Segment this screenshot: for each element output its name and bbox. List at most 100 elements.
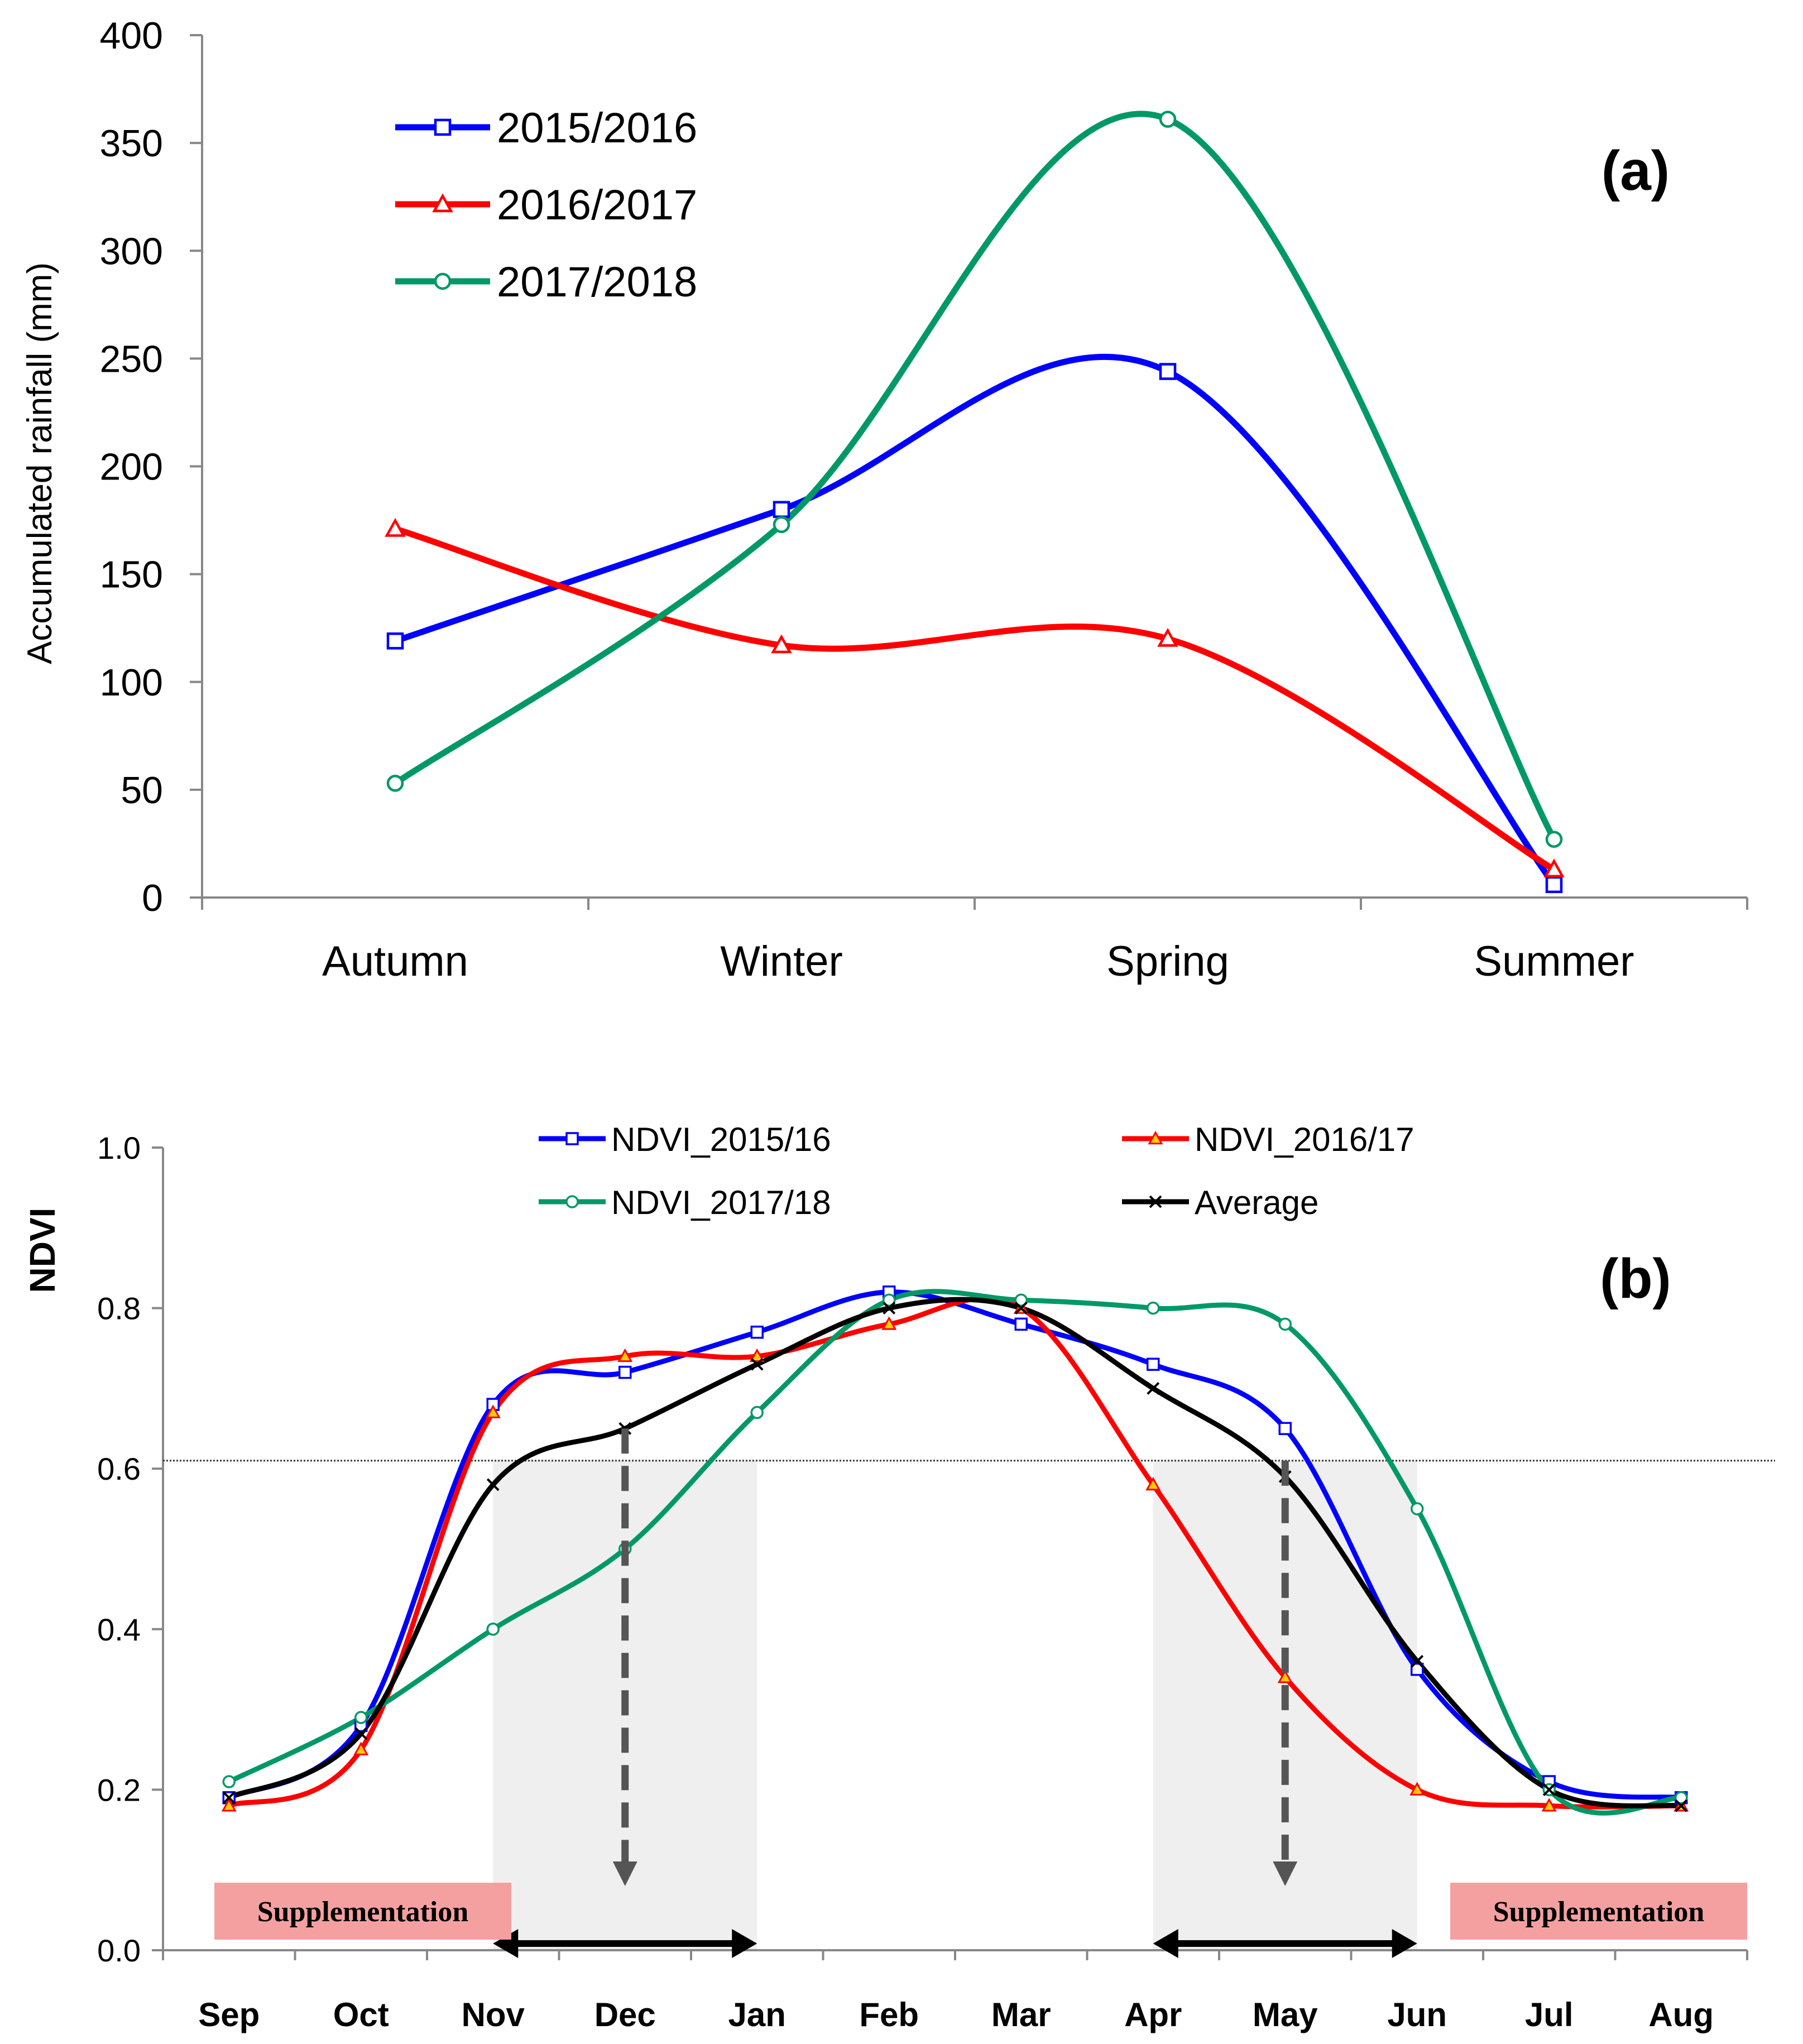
data-point-ndvi-2016-17	[617, 1348, 633, 1362]
period-span-arrow-head-right	[732, 1929, 757, 1958]
data-point-average	[222, 1791, 236, 1805]
data-point-ndvi-2015-16	[1411, 1662, 1424, 1676]
ndvi-shaded-periods	[493, 1460, 1417, 1950]
data-point-ndvi-2016-17	[1541, 1798, 1557, 1812]
data-point-ndvi-2017-18	[1147, 1301, 1160, 1315]
data-point-2017-2018	[1159, 111, 1177, 128]
data-point-average	[1014, 1302, 1028, 1315]
series-line-2015-2016	[392, 353, 1557, 888]
y-tick-label: 400	[100, 15, 163, 57]
ndvi-period-arrows	[493, 1428, 1417, 1958]
y-axis-title-ndvi: NDVI	[22, 1208, 63, 1293]
y-tick-label: 0	[142, 877, 163, 919]
data-point-ndvi-2017-18	[1411, 1502, 1424, 1515]
data-point-2015-2016	[1545, 876, 1563, 894]
x-tick-label-jul: Jul	[1525, 1996, 1574, 2033]
legend-label-average: Average	[1195, 1184, 1318, 1221]
supplementation-boxes: Supplementation Supplementation	[214, 1883, 1747, 1940]
supplementation-label: Supplementation	[257, 1896, 469, 1928]
data-point-ndvi-2017-18	[750, 1405, 764, 1419]
x-tick-label-summer: Summer	[1474, 938, 1634, 985]
data-point-2017-2018	[773, 516, 790, 534]
x-tick-label-jun: Jun	[1387, 1996, 1447, 2033]
y-tick-label: 1.0	[97, 1130, 141, 1165]
legend-marker-ndvi-2015-16	[565, 1132, 579, 1145]
legend-marker-2015-2016	[434, 118, 452, 136]
x-tick-label-may: May	[1253, 1996, 1318, 2033]
x-tick-label-feb: Feb	[859, 1996, 919, 2033]
x-tick-label-apr: Apr	[1124, 1996, 1182, 2033]
data-point-ndvi-2015-16	[750, 1325, 764, 1339]
data-point-ndvi-2016-17	[221, 1798, 237, 1812]
y-axis-title-rainfall: Accumulated rainfall (mm)	[21, 262, 59, 664]
x-tick-label-aug: Aug	[1648, 1996, 1714, 2033]
data-point-2015-2016	[773, 501, 790, 519]
data-point-average	[1147, 1381, 1160, 1395]
data-point-ndvi-2015-16	[1147, 1357, 1160, 1371]
y-tick-label: 0.6	[97, 1451, 141, 1486]
period-span-arrow-head-right	[1392, 1929, 1417, 1958]
dashed-arrow-head-may	[1273, 1861, 1298, 1886]
data-point-average	[750, 1357, 764, 1371]
data-point-2017-2018	[1545, 831, 1563, 848]
data-point-2015-2016	[386, 632, 404, 650]
supplementation-box	[1450, 1883, 1747, 1940]
supplementation-label: Supplementation	[1493, 1896, 1705, 1928]
series-line-ndvi-2015-16	[226, 1289, 1684, 1801]
y-tick-label: 150	[100, 554, 163, 596]
data-point-2017-2018	[386, 775, 404, 792]
data-point-2015-2016	[1159, 363, 1177, 380]
y-tick-label: 0.4	[97, 1612, 141, 1647]
y-tick-label: 300	[100, 230, 163, 272]
x-tick-label-winter: Winter	[720, 938, 843, 985]
legend-marker-average	[1149, 1195, 1162, 1208]
x-tick-label-oct: Oct	[333, 1996, 389, 2033]
period-span-arrow-head-left	[493, 1929, 519, 1958]
data-point-ndvi-2016-17	[485, 1404, 501, 1418]
supplementation-box	[214, 1883, 511, 1940]
series-line-ndvi-2016-17	[226, 1296, 1684, 1810]
data-point-average	[1411, 1654, 1424, 1668]
data-point-average	[883, 1302, 896, 1315]
x-tick-label-jan: Jan	[728, 1996, 786, 2033]
data-point-2016-2017	[385, 517, 406, 537]
data-point-ndvi-2016-17	[1409, 1782, 1425, 1796]
ndvi-axes	[152, 1146, 1775, 1960]
ndvi-chart-panel: (b) NDVI 0.0 0.2 0.4 0.6 0.8 1.0 Sep Oct Nov Dec J…	[22, 1121, 1775, 2033]
data-point-ndvi-2017-18	[486, 1623, 500, 1636]
legend-label-ndvi-2016-17: NDVI_2016/17	[1195, 1121, 1414, 1158]
data-point-average	[354, 1727, 368, 1740]
data-point-ndvi-2016-17	[749, 1348, 765, 1362]
series-line-2017-2018	[392, 111, 1557, 843]
panel-label-a: (a)	[1601, 140, 1670, 202]
y-tick-label: 350	[100, 122, 163, 165]
data-point-ndvi-2016-17	[1145, 1476, 1161, 1491]
ndvi-legend: NDVI_2015/16 NDVI_2016/17 NDVI_2017/18 Aver…	[539, 1121, 1414, 1221]
y-tick-label: 250	[100, 338, 163, 380]
data-point-ndvi-2017-18	[1278, 1317, 1292, 1331]
rainfall-tick-labels: 0 50 100 150 200 250 300 350 400 Autumn Winter Spri…	[100, 15, 1634, 985]
legend-label-ndvi-2017-18: NDVI_2017/18	[611, 1184, 831, 1221]
data-point-average	[1675, 1799, 1688, 1812]
x-tick-label-autumn: Autumn	[322, 938, 468, 985]
y-tick-label: 0.8	[97, 1291, 141, 1326]
y-tick-label: 100	[100, 661, 163, 704]
data-point-ndvi-2016-17	[353, 1741, 369, 1755]
legend-label-2015-2016: 2015/2016	[497, 104, 697, 152]
y-tick-label: 0.0	[97, 1933, 141, 1968]
y-tick-label: 0.2	[97, 1772, 141, 1807]
data-point-ndvi-2017-18	[222, 1775, 236, 1788]
legend-marker-2017-2018	[434, 272, 452, 290]
data-point-ndvi-2015-16	[1014, 1317, 1028, 1331]
x-tick-label-nov: Nov	[462, 1996, 525, 2033]
data-point-ndvi-2017-18	[1675, 1791, 1688, 1805]
legend-label-2016-2017: 2016/2017	[497, 181, 697, 229]
rainfall-chart-panel: (a) Accumulated rainfall (mm) 0 50 100 150 2…	[21, 15, 1748, 985]
data-point-average	[1542, 1783, 1556, 1796]
data-point-2016-2017	[1543, 858, 1565, 878]
rainfall-legend: 2015/2016 2016/2017 2017/2018	[395, 104, 697, 306]
x-tick-label-sep: Sep	[198, 1996, 260, 2033]
data-point-ndvi-2017-18	[354, 1711, 368, 1724]
data-point-2016-2017	[1157, 627, 1178, 647]
